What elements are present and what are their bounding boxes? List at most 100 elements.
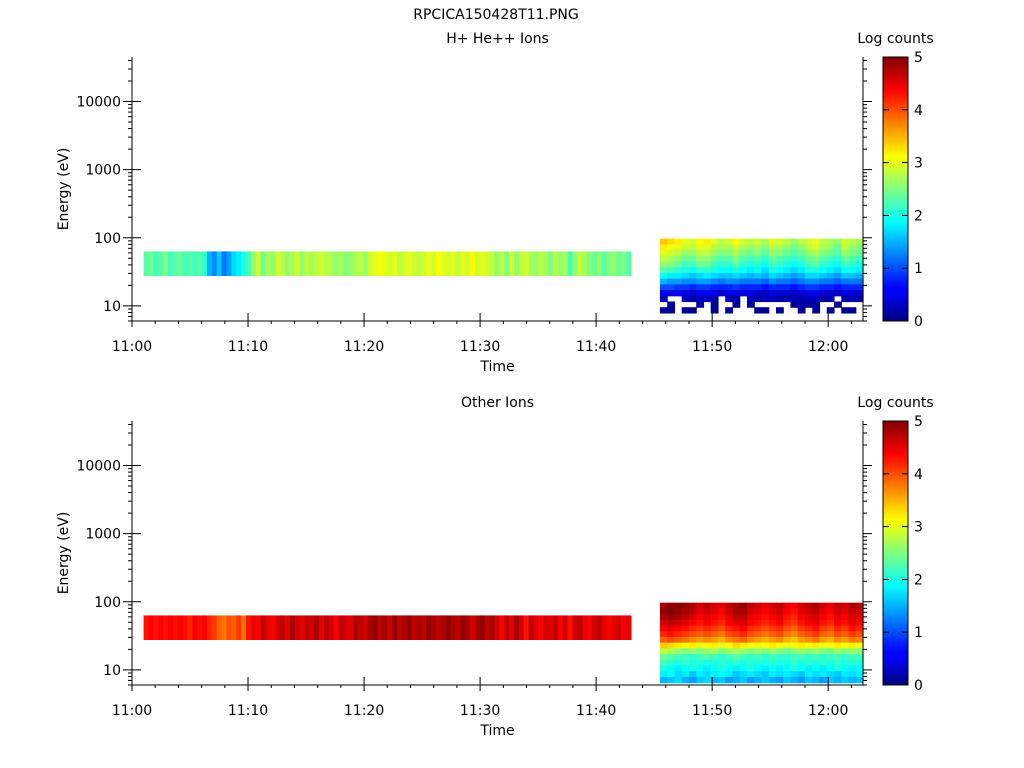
heatmap-cell [833, 659, 842, 667]
heatmap-cell [717, 636, 726, 644]
heatmap-cell [761, 648, 770, 655]
heatmap-cell [696, 625, 705, 632]
heatmap-cell [577, 251, 583, 277]
heatmap-cell [681, 631, 690, 638]
heatmap-cell [848, 676, 857, 684]
heatmap-cell [717, 244, 726, 251]
heatmap-cell [696, 284, 705, 291]
heatmap-cell [804, 631, 813, 638]
heatmap-cell [754, 665, 763, 672]
heatmap-cell [841, 267, 850, 274]
heatmap-cell [674, 665, 683, 672]
heatmap-cell [804, 238, 813, 245]
heatmap-cell [725, 290, 734, 297]
heatmap-cell [543, 251, 549, 277]
heatmap-cell [725, 307, 734, 314]
heatmap-cell [775, 307, 784, 314]
heatmap-cell [710, 614, 719, 621]
heatmap-cell [725, 278, 734, 285]
heatmap-cell [148, 251, 154, 277]
heatmap-cell [674, 614, 683, 621]
heatmap-cell [710, 255, 719, 263]
heatmap-cell [319, 251, 325, 277]
heatmap-cell [703, 284, 712, 291]
heatmap-cell [392, 251, 398, 277]
heatmap-cell [710, 250, 719, 257]
heatmap-cell [761, 295, 770, 303]
colorbar-tick-label: 2 [914, 208, 923, 224]
heatmap-cell [841, 278, 850, 285]
heatmap-cell [659, 267, 668, 274]
heatmap-cell [377, 251, 383, 277]
heatmap-cell [489, 615, 496, 641]
heatmap-cell [688, 290, 697, 297]
heatmap-cell [343, 251, 349, 277]
heatmap-cell [739, 631, 748, 638]
heatmap-cell [725, 654, 734, 661]
heatmap-cell [754, 636, 763, 644]
heatmap-cell [841, 255, 850, 263]
heatmap-cell [177, 615, 184, 641]
heatmap-cell [696, 278, 705, 285]
heatmap-cell [358, 615, 364, 641]
heatmap-cell [245, 615, 252, 641]
heatmap-cell [192, 615, 198, 641]
heatmap-cell [768, 625, 777, 632]
heatmap-cell [226, 615, 232, 641]
heatmap-cell [289, 251, 296, 277]
heatmap-cell [848, 250, 857, 257]
heatmap-cell [236, 251, 242, 277]
heatmap-cell [667, 267, 676, 274]
heatmap-cell [848, 631, 857, 638]
heatmap-cell [294, 251, 301, 277]
heatmap-cell [775, 250, 784, 257]
heatmap-cell [275, 615, 281, 641]
heatmap-cell [775, 261, 784, 268]
heatmap-cell [197, 615, 203, 641]
heatmap-cell [358, 251, 364, 277]
heatmap-cell [696, 238, 705, 245]
heatmap-cell [367, 615, 374, 641]
heatmap-cell [717, 614, 726, 621]
heatmap-cell [382, 615, 388, 641]
heatmap-cell [703, 261, 712, 268]
heatmap-cell [725, 619, 734, 627]
heatmap-cell [804, 267, 813, 274]
x-axis-label: Time [479, 723, 514, 739]
heatmap-cell [275, 251, 281, 277]
heatmap-cell [659, 602, 668, 609]
heatmap-cell [804, 295, 813, 303]
heatmap-cell [761, 244, 770, 251]
heatmap-cell [761, 602, 770, 609]
heatmap-cell [696, 261, 705, 268]
heatmap-cell [855, 625, 864, 632]
heatmap-cell [659, 665, 668, 672]
heatmap-cell [761, 625, 770, 632]
heatmap-cell [703, 278, 712, 285]
heatmap-cell [611, 615, 617, 641]
heatmap-cell [812, 671, 821, 678]
colorbar-tick-label: 0 [914, 678, 923, 694]
heatmap-cell [717, 665, 726, 672]
heatmap-cell [667, 244, 676, 251]
heatmap-cell [674, 625, 683, 632]
heatmap-cell [761, 654, 770, 661]
heatmap-cell [616, 251, 622, 277]
heatmap-cell [494, 251, 500, 277]
heatmap-cell [606, 251, 613, 277]
heatmap-cell [703, 272, 712, 280]
heatmap-cell [688, 676, 697, 684]
heatmap-cell [681, 642, 690, 649]
heatmap-cell [768, 642, 777, 649]
heatmap-cell [328, 251, 335, 277]
y-axis-label: Energy (eV) [56, 148, 72, 231]
heatmap-cell [674, 267, 683, 274]
panel-title: Other Ions [461, 395, 534, 411]
heatmap-cell [790, 602, 799, 609]
heatmap-cell [790, 631, 799, 638]
heatmap-cell [681, 654, 690, 661]
heatmap-cell [304, 615, 310, 641]
heatmap-cell [703, 636, 712, 644]
heatmap-cell [681, 307, 690, 314]
heatmap-cell [804, 665, 813, 672]
